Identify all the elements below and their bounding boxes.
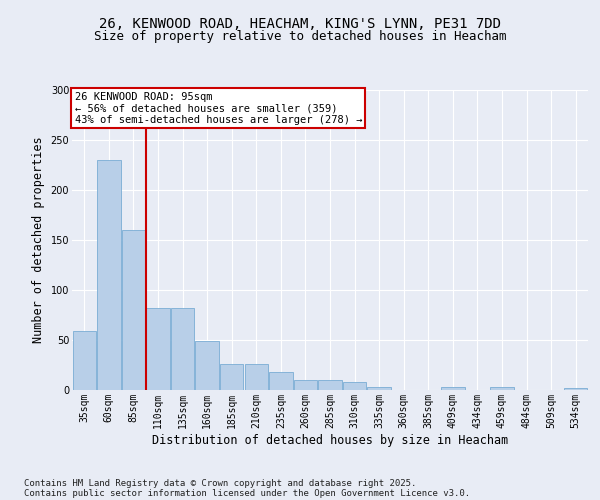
Bar xyxy=(122,230,145,390)
Text: 26 KENWOOD ROAD: 95sqm
← 56% of detached houses are smaller (359)
43% of semi-de: 26 KENWOOD ROAD: 95sqm ← 56% of detached… xyxy=(74,92,362,124)
Bar xyxy=(319,380,341,390)
Bar xyxy=(269,372,293,390)
Bar xyxy=(245,364,268,390)
Text: 26, KENWOOD ROAD, HEACHAM, KING'S LYNN, PE31 7DD: 26, KENWOOD ROAD, HEACHAM, KING'S LYNN, … xyxy=(99,18,501,32)
Bar xyxy=(490,387,514,390)
X-axis label: Distribution of detached houses by size in Heacham: Distribution of detached houses by size … xyxy=(152,434,508,446)
Bar xyxy=(294,380,317,390)
Text: Contains HM Land Registry data © Crown copyright and database right 2025.: Contains HM Land Registry data © Crown c… xyxy=(24,478,416,488)
Bar xyxy=(564,388,587,390)
Bar xyxy=(343,382,366,390)
Bar xyxy=(220,364,244,390)
Bar xyxy=(367,387,391,390)
Bar xyxy=(441,387,464,390)
Y-axis label: Number of detached properties: Number of detached properties xyxy=(32,136,45,344)
Bar xyxy=(171,308,194,390)
Text: Size of property relative to detached houses in Heacham: Size of property relative to detached ho… xyxy=(94,30,506,43)
Bar xyxy=(73,331,96,390)
Bar xyxy=(146,308,170,390)
Bar xyxy=(196,341,219,390)
Text: Contains public sector information licensed under the Open Government Licence v3: Contains public sector information licen… xyxy=(24,488,470,498)
Bar xyxy=(97,160,121,390)
